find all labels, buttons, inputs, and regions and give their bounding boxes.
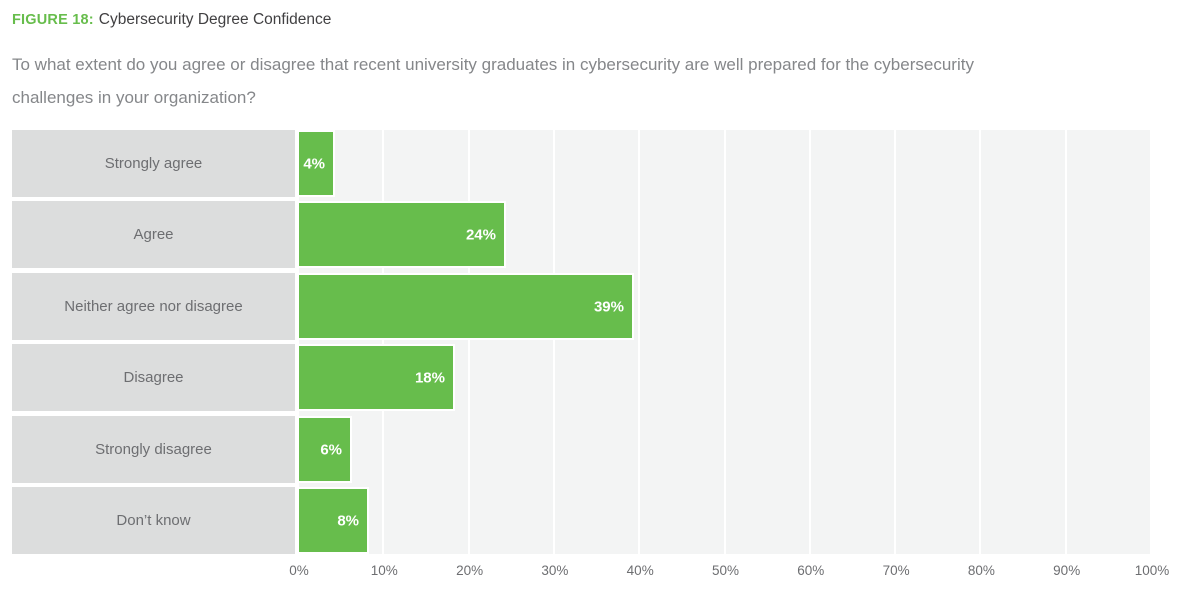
x-tick-label: 80% [967, 563, 995, 578]
x-tick-label: 0% [289, 563, 309, 578]
gridline [1150, 130, 1152, 554]
bar-value-label: 8% [337, 512, 359, 529]
x-tick-label: 90% [1053, 563, 1081, 578]
bar: 18% [299, 344, 455, 411]
chart-row: Strongly disagree 6% [0, 416, 1179, 483]
bar: 24% [299, 201, 506, 268]
x-tick-label: 10% [370, 563, 398, 578]
x-tick-label: 100% [1134, 563, 1170, 578]
figure-label: FIGURE 18: [12, 12, 94, 28]
x-tick-label: 40% [626, 563, 654, 578]
gridline [638, 130, 641, 554]
figure-title-text: Cybersecurity Degree Confidence [98, 11, 332, 28]
category-label: Agree [12, 201, 295, 268]
survey-question-line2: challenges in your organization? [12, 88, 256, 107]
gridline [808, 130, 811, 554]
category-label: Strongly agree [12, 130, 295, 197]
bar-value-label: 39% [593, 298, 624, 315]
bar-value-label: 24% [465, 226, 496, 243]
gridline [723, 130, 726, 554]
category-label: Strongly disagree [12, 416, 295, 483]
category-label: Don’t know [12, 487, 295, 554]
x-tick-label: 20% [456, 563, 484, 578]
x-axis: 0% 10% 20% 30% 40% 50% 60% 70% 80% 90% 100% [0, 563, 1179, 583]
x-tick-label: 30% [541, 563, 569, 578]
category-label: Neither agree nor disagree [12, 273, 295, 340]
bar: 8% [299, 487, 369, 554]
bar: 4% [299, 130, 335, 197]
gridline [979, 130, 982, 554]
gridline [467, 130, 470, 554]
chart-row: Agree 24% [0, 201, 1179, 268]
plot-area [299, 130, 1152, 554]
gridline [382, 130, 385, 554]
chart-row: Disagree 18% [0, 344, 1179, 411]
chart-row: Don’t know 8% [0, 487, 1179, 554]
chart-row: Neither agree nor disagree 39% [0, 273, 1179, 340]
x-tick-label: 50% [711, 563, 740, 578]
survey-question-line1: To what extent do you agree or disagree … [12, 55, 974, 74]
bar: 39% [299, 273, 634, 340]
category-label: Disagree [12, 344, 295, 411]
figure-title: FIGURE 18: Cybersecurity Degree Confidenc… [12, 10, 331, 30]
survey-question: To what extent do you agree or disagree … [12, 48, 1172, 114]
x-tick-label: 60% [797, 563, 825, 578]
chart-row: Strongly agree 4% [0, 130, 1179, 197]
gridline [552, 130, 555, 554]
gridline [894, 130, 897, 554]
bar-value-label: 4% [303, 155, 325, 172]
x-tick-label: 70% [882, 563, 910, 578]
bar-value-label: 6% [320, 441, 342, 458]
bar-value-label: 18% [414, 369, 445, 386]
bar: 6% [299, 416, 352, 483]
gridline [1064, 130, 1067, 554]
